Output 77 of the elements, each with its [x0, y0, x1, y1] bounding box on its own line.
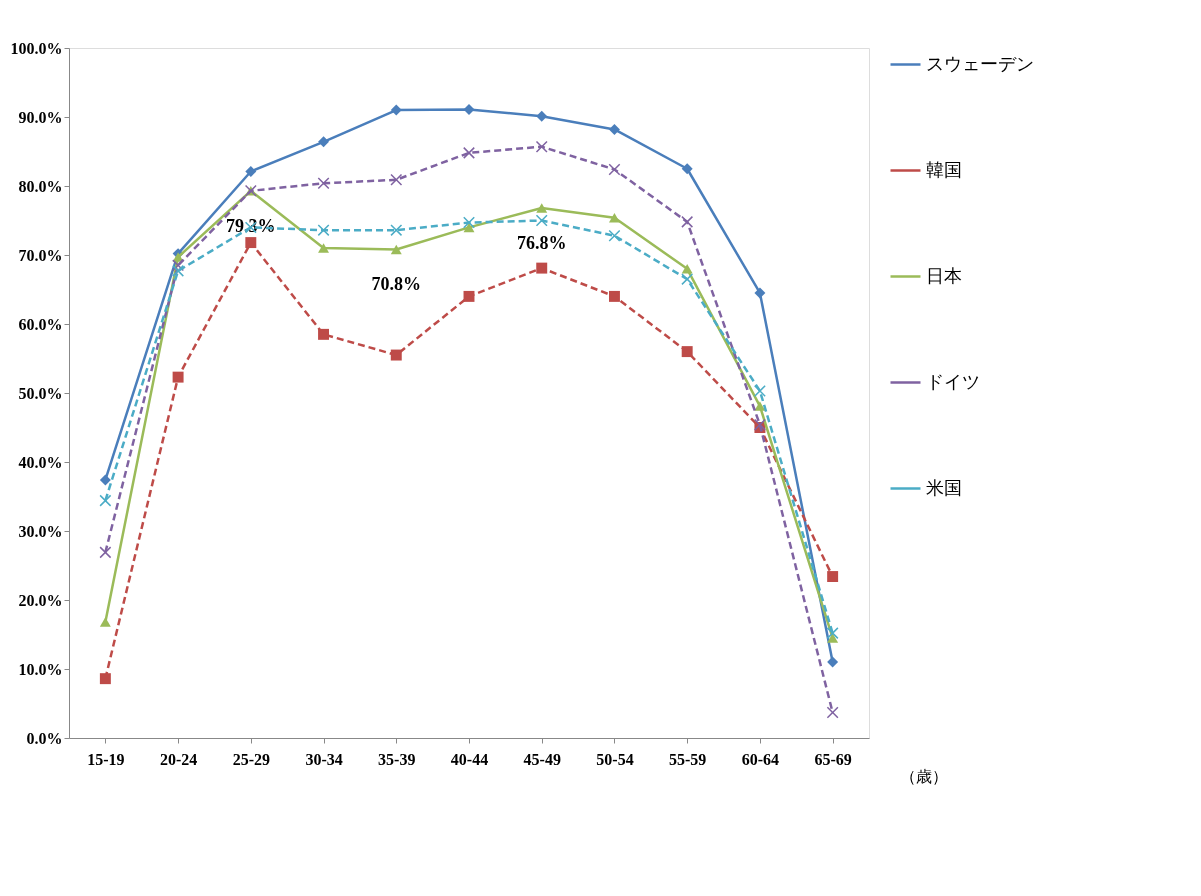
point [754, 401, 766, 411]
point [827, 656, 839, 668]
point [317, 177, 330, 190]
point [463, 103, 475, 115]
point [318, 136, 330, 148]
x-tick-label: 65-69 [814, 750, 852, 768]
point [681, 163, 693, 175]
legend-label: スウェーデン [926, 52, 1034, 74]
y-tick-label: 60.0% [18, 315, 63, 333]
point [172, 371, 184, 383]
point [754, 287, 766, 299]
point [535, 214, 548, 227]
x-tick-label: 20-24 [159, 750, 198, 768]
point [99, 494, 112, 507]
point [826, 627, 839, 640]
data-label: 76.8% [516, 233, 567, 254]
x-tick-label: 40-44 [450, 750, 489, 768]
point [245, 166, 257, 177]
point [463, 146, 475, 159]
point [390, 244, 402, 255]
legend-label: 日本 [926, 264, 962, 286]
data-label: 70.8% [371, 274, 422, 295]
x-tick-label: 60-64 [741, 750, 780, 768]
point [608, 163, 621, 176]
point [608, 123, 620, 135]
point [608, 229, 621, 242]
x-tick-label: 35-39 [378, 750, 416, 768]
point [608, 290, 620, 302]
point [99, 474, 111, 486]
point [463, 290, 475, 302]
x-axis-title: （歳） [899, 766, 948, 786]
y-tick-label: 80.0% [18, 177, 63, 195]
point [318, 328, 330, 340]
point [753, 384, 766, 397]
y-tick-label: 10.0% [18, 660, 63, 678]
point [827, 571, 839, 583]
legend-label: 韓国 [926, 158, 962, 180]
point [390, 349, 402, 361]
y-tick-label: 20.0% [18, 591, 63, 609]
point [172, 264, 185, 277]
point [463, 216, 475, 229]
point [681, 215, 694, 228]
point [318, 243, 330, 253]
point [245, 237, 257, 249]
y-tick-label: 90.0% [18, 108, 63, 126]
point [535, 140, 548, 153]
y-tick-label: 100.0% [10, 39, 63, 57]
point [681, 264, 693, 274]
x-tick-label: 50-54 [596, 750, 634, 768]
point [536, 203, 548, 213]
y-tick-label: 70.0% [18, 246, 63, 264]
y-tick-label: 50.0% [18, 384, 63, 402]
point [826, 706, 839, 719]
point [681, 346, 693, 358]
x-tick-label: 30-34 [305, 750, 343, 768]
point [753, 418, 766, 431]
point [172, 259, 185, 272]
x-tick-label: 55-59 [669, 750, 707, 768]
point [317, 224, 330, 237]
x-tick-label: 45-49 [523, 750, 561, 768]
point [390, 104, 402, 116]
point [390, 173, 403, 186]
y-tick-label: 30.0% [18, 522, 63, 540]
y-tick-label: 40.0% [18, 453, 63, 471]
point [99, 673, 111, 685]
point [536, 110, 548, 122]
point [827, 633, 839, 643]
y-tick-label: 0.0% [26, 729, 63, 747]
point [390, 224, 403, 237]
x-tick-label: 15-19 [87, 750, 125, 768]
x-tick-label: 25-29 [232, 750, 270, 768]
point [681, 273, 694, 286]
legend-label: 米国 [926, 476, 962, 498]
point [99, 617, 111, 627]
legend-label: ドイツ [926, 370, 980, 392]
point [536, 262, 548, 274]
point [99, 546, 112, 559]
